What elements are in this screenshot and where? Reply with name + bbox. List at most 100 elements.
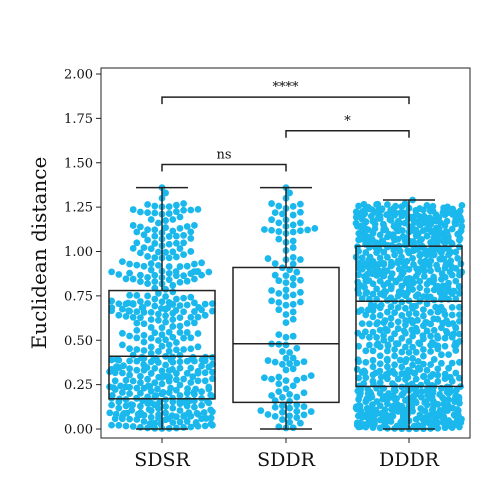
swarm-point	[450, 287, 458, 295]
swarm-point	[162, 409, 170, 417]
swarm-point	[140, 244, 148, 252]
swarm-point	[187, 379, 195, 386]
bracket-line	[161, 163, 287, 172]
swarm-point	[144, 273, 152, 281]
swarm-point	[151, 379, 159, 387]
swarm-point	[420, 352, 427, 360]
swarm-point	[427, 309, 434, 316]
swarm-point	[398, 363, 406, 371]
swarm-point	[297, 227, 304, 235]
swarm-point	[391, 330, 398, 338]
swarm-point	[209, 360, 216, 368]
swarm-point	[145, 406, 153, 413]
swarm-point	[458, 223, 466, 230]
swarm-point	[198, 259, 206, 267]
swarm-point	[209, 300, 216, 308]
swarm-point	[427, 267, 434, 275]
swarm-point	[144, 209, 152, 217]
swarm-point	[180, 346, 188, 353]
swarm-point	[356, 236, 364, 243]
swarm-point	[162, 361, 170, 369]
swarm-point	[126, 365, 133, 373]
swarm-point	[376, 326, 384, 334]
swarm-point	[289, 300, 297, 308]
swarm-point	[140, 338, 148, 346]
swarm-point	[108, 421, 115, 429]
swarm-point	[191, 275, 198, 283]
swarm-point	[297, 298, 304, 306]
swarm-point	[209, 375, 216, 383]
swarm-point	[387, 258, 395, 266]
swarm-point	[293, 401, 301, 409]
swarm-point	[362, 249, 370, 256]
swarm-point	[106, 409, 114, 417]
swarm-point	[144, 299, 152, 307]
swarm-point	[396, 356, 404, 364]
swarm-point	[129, 313, 137, 321]
swarm-point	[176, 263, 184, 270]
swarm-point	[441, 370, 449, 378]
significance-label: *	[344, 114, 351, 129]
swarm-point	[355, 259, 363, 267]
swarm-point	[408, 380, 416, 388]
swarm-point	[426, 214, 434, 222]
swarm-point	[176, 381, 184, 389]
swarm-point	[126, 291, 133, 299]
swarm-point	[169, 404, 177, 412]
bracket-line	[161, 96, 410, 105]
swarm-point	[392, 340, 400, 347]
swarm-point	[364, 385, 372, 393]
swarm-point	[271, 260, 279, 267]
swarm-point	[355, 230, 363, 237]
swarm-point	[286, 412, 293, 420]
swarm-point	[275, 235, 283, 243]
swarm-point	[176, 418, 184, 426]
swarm-point	[173, 208, 180, 216]
swarm-point	[271, 209, 279, 216]
swarm-point	[268, 287, 275, 294]
swarm-point	[198, 401, 206, 409]
swarm-point	[180, 334, 188, 342]
swarm-point	[151, 271, 159, 279]
swarm-point	[115, 421, 123, 429]
swarm-point	[279, 360, 286, 368]
swarm-point	[158, 342, 166, 350]
swarm-point	[191, 319, 198, 327]
swarm-point	[129, 377, 137, 385]
swarm-point	[307, 372, 315, 380]
swarm-point	[137, 298, 144, 305]
swarm-point	[405, 310, 413, 318]
swarm-point	[108, 401, 115, 409]
swarm-point	[389, 380, 396, 387]
swarm-point	[286, 390, 293, 398]
swarm-point	[293, 359, 301, 367]
swarm-point	[456, 303, 463, 311]
swarm-point	[381, 325, 389, 333]
swarm-point	[176, 322, 184, 330]
swarm-point	[452, 369, 460, 377]
swarm-point	[275, 228, 283, 235]
swarm-point	[355, 402, 363, 409]
swarm-point	[289, 382, 297, 390]
swarm-point	[417, 405, 425, 412]
swarm-point	[376, 360, 384, 368]
swarm-point	[456, 317, 463, 325]
swarm-point	[445, 279, 452, 287]
swarm-point	[381, 317, 389, 324]
swarm-point	[164, 304, 172, 312]
swarm-point	[282, 385, 290, 393]
swarm-point	[279, 416, 286, 423]
swarm-point	[128, 406, 136, 414]
swarm-point	[176, 392, 184, 399]
swarm-point	[369, 377, 377, 385]
swarm-point	[300, 374, 308, 382]
swarm-point	[113, 363, 120, 371]
significance-bracket: ns	[161, 148, 287, 172]
swarm-point	[176, 224, 184, 232]
swarm-point	[275, 331, 283, 338]
swarm-point	[147, 349, 155, 357]
swarm-point	[286, 189, 293, 197]
swarm-point	[297, 256, 304, 263]
swarm-point	[275, 306, 283, 314]
swarm-point	[180, 231, 188, 239]
